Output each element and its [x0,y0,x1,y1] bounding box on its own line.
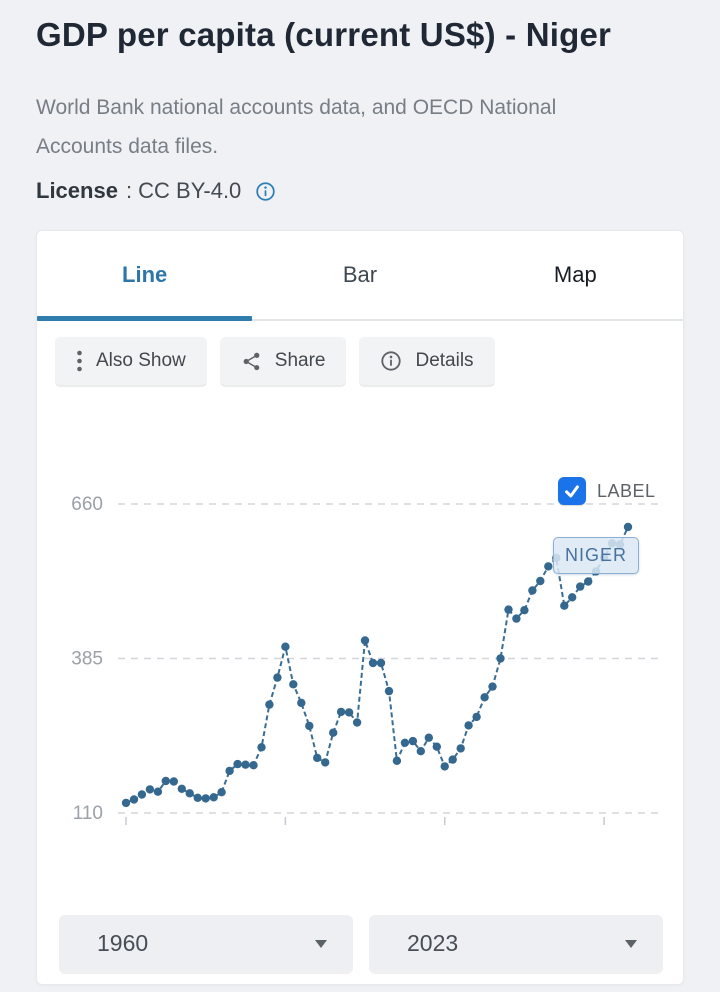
share-icon [241,351,262,372]
share-button[interactable]: Share [219,337,347,385]
svg-text:660: 660 [71,494,103,515]
chart-toolbar: Also Show Share Details [55,337,495,385]
caret-down-icon [315,940,327,948]
tab-line[interactable]: Line [37,231,253,321]
license-value: : CC BY-4.0 [125,178,242,203]
chart-type-tabs: Line Bar Map [37,231,683,321]
license-label: License [36,178,118,203]
share-label: Share [274,350,326,371]
tab-map[interactable]: Map [468,231,683,319]
series-annotation-niger[interactable]: NIGER [553,537,639,574]
tab-map-label: Map [553,262,597,287]
license-row: License : CC BY-4.0 [36,178,684,204]
label-checkbox[interactable] [558,477,586,505]
label-checkbox-text: LABEL [597,480,656,501]
tab-bar-label: Bar [342,262,378,287]
page-header: GDP per capita (current US$) - Niger Wor… [36,16,684,204]
license-info-icon[interactable] [255,181,276,202]
svg-text:385: 385 [71,649,103,670]
start-year-value: 1960 [97,929,149,956]
page-title: GDP per capita (current US$) - Niger [36,16,612,53]
chart-card: Line Bar Map Also Show [36,230,684,985]
tab-line-label: Line [122,262,168,287]
details-button[interactable]: Details [359,337,495,385]
details-label: Details [415,350,474,371]
chart-legend: LABEL [558,477,656,505]
end-year-dropdown[interactable]: 2023 [369,915,663,971]
series-annotation-text: NIGER [564,545,627,565]
line-chart-area: 110 385 660 NIGER LABEL [37,231,683,984]
source-description: World Bank national accounts data, and O… [36,96,557,158]
end-year-value: 2023 [407,929,459,956]
active-tab-underline [37,316,253,321]
tab-bar[interactable]: Bar [252,231,467,319]
svg-text:110: 110 [73,803,103,824]
also-show-label: Also Show [96,350,186,371]
kebab-menu-icon [76,349,83,373]
start-year-dropdown[interactable]: 1960 [59,915,353,971]
info-circle-icon [380,350,402,372]
also-show-button[interactable]: Also Show [55,337,207,385]
caret-down-icon [625,940,637,948]
checkmark-icon [565,485,579,498]
